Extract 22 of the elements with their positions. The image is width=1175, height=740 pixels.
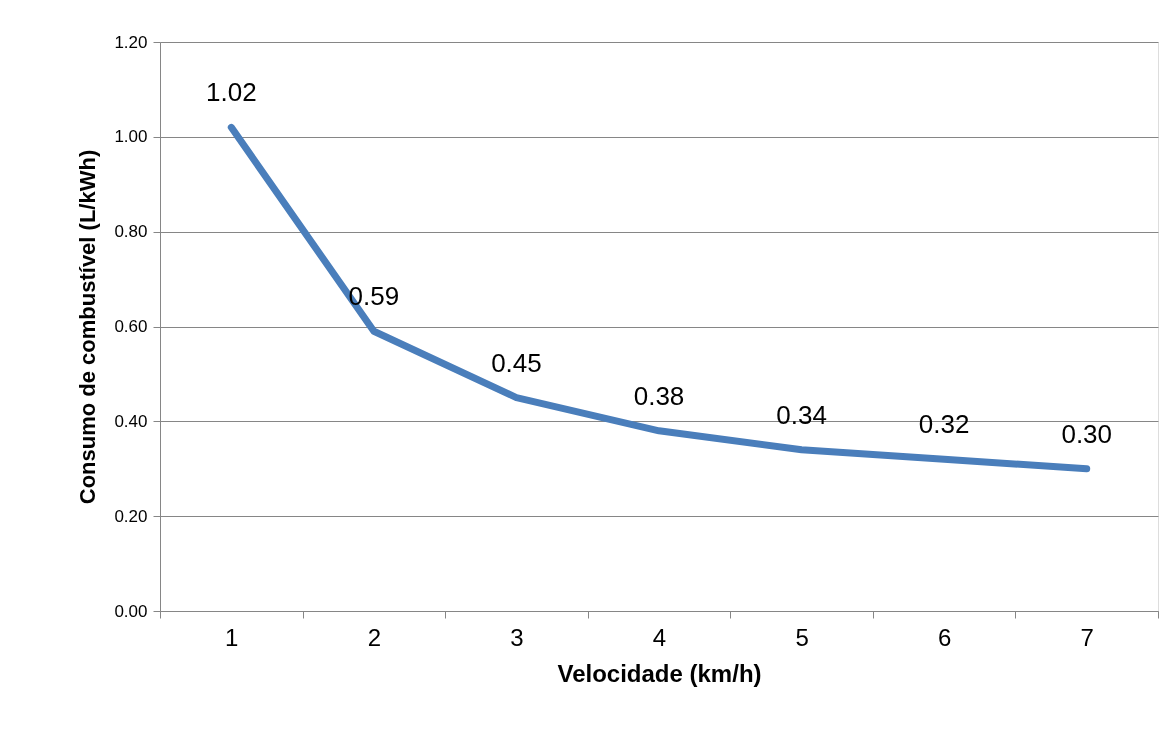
data-label: 0.30: [1061, 418, 1113, 449]
y-tick-label: 0.20: [114, 506, 148, 526]
data-label: 1.02: [205, 77, 257, 108]
x-tick-label: 4: [652, 623, 667, 651]
x-tick-label: 1: [225, 623, 239, 651]
x-tick-label: 2: [367, 623, 382, 651]
y-tick-label: 0.80: [114, 222, 148, 242]
x-tick-label: 7: [1080, 623, 1094, 651]
x-tick-label: 5: [795, 623, 809, 651]
y-tick-label: 0.40: [114, 411, 148, 431]
y-tick-label: 1.20: [114, 32, 148, 52]
x-axis-title: Velocidade (km/h): [557, 659, 762, 687]
data-label: 0.32: [918, 409, 970, 440]
y-axis-title: Consumo de combustível (L/kWh): [75, 149, 101, 505]
x-tick-label: 3: [510, 623, 524, 651]
data-label: 0.45: [491, 347, 542, 378]
x-tick-label: 6: [937, 623, 952, 651]
y-tick-label: 0.60: [114, 317, 148, 336]
data-label: 0.38: [633, 380, 685, 411]
y-tick-label: 1.00: [114, 127, 148, 147]
data-label: 0.34: [776, 399, 827, 430]
y-tick-label: 0.00: [114, 601, 148, 621]
